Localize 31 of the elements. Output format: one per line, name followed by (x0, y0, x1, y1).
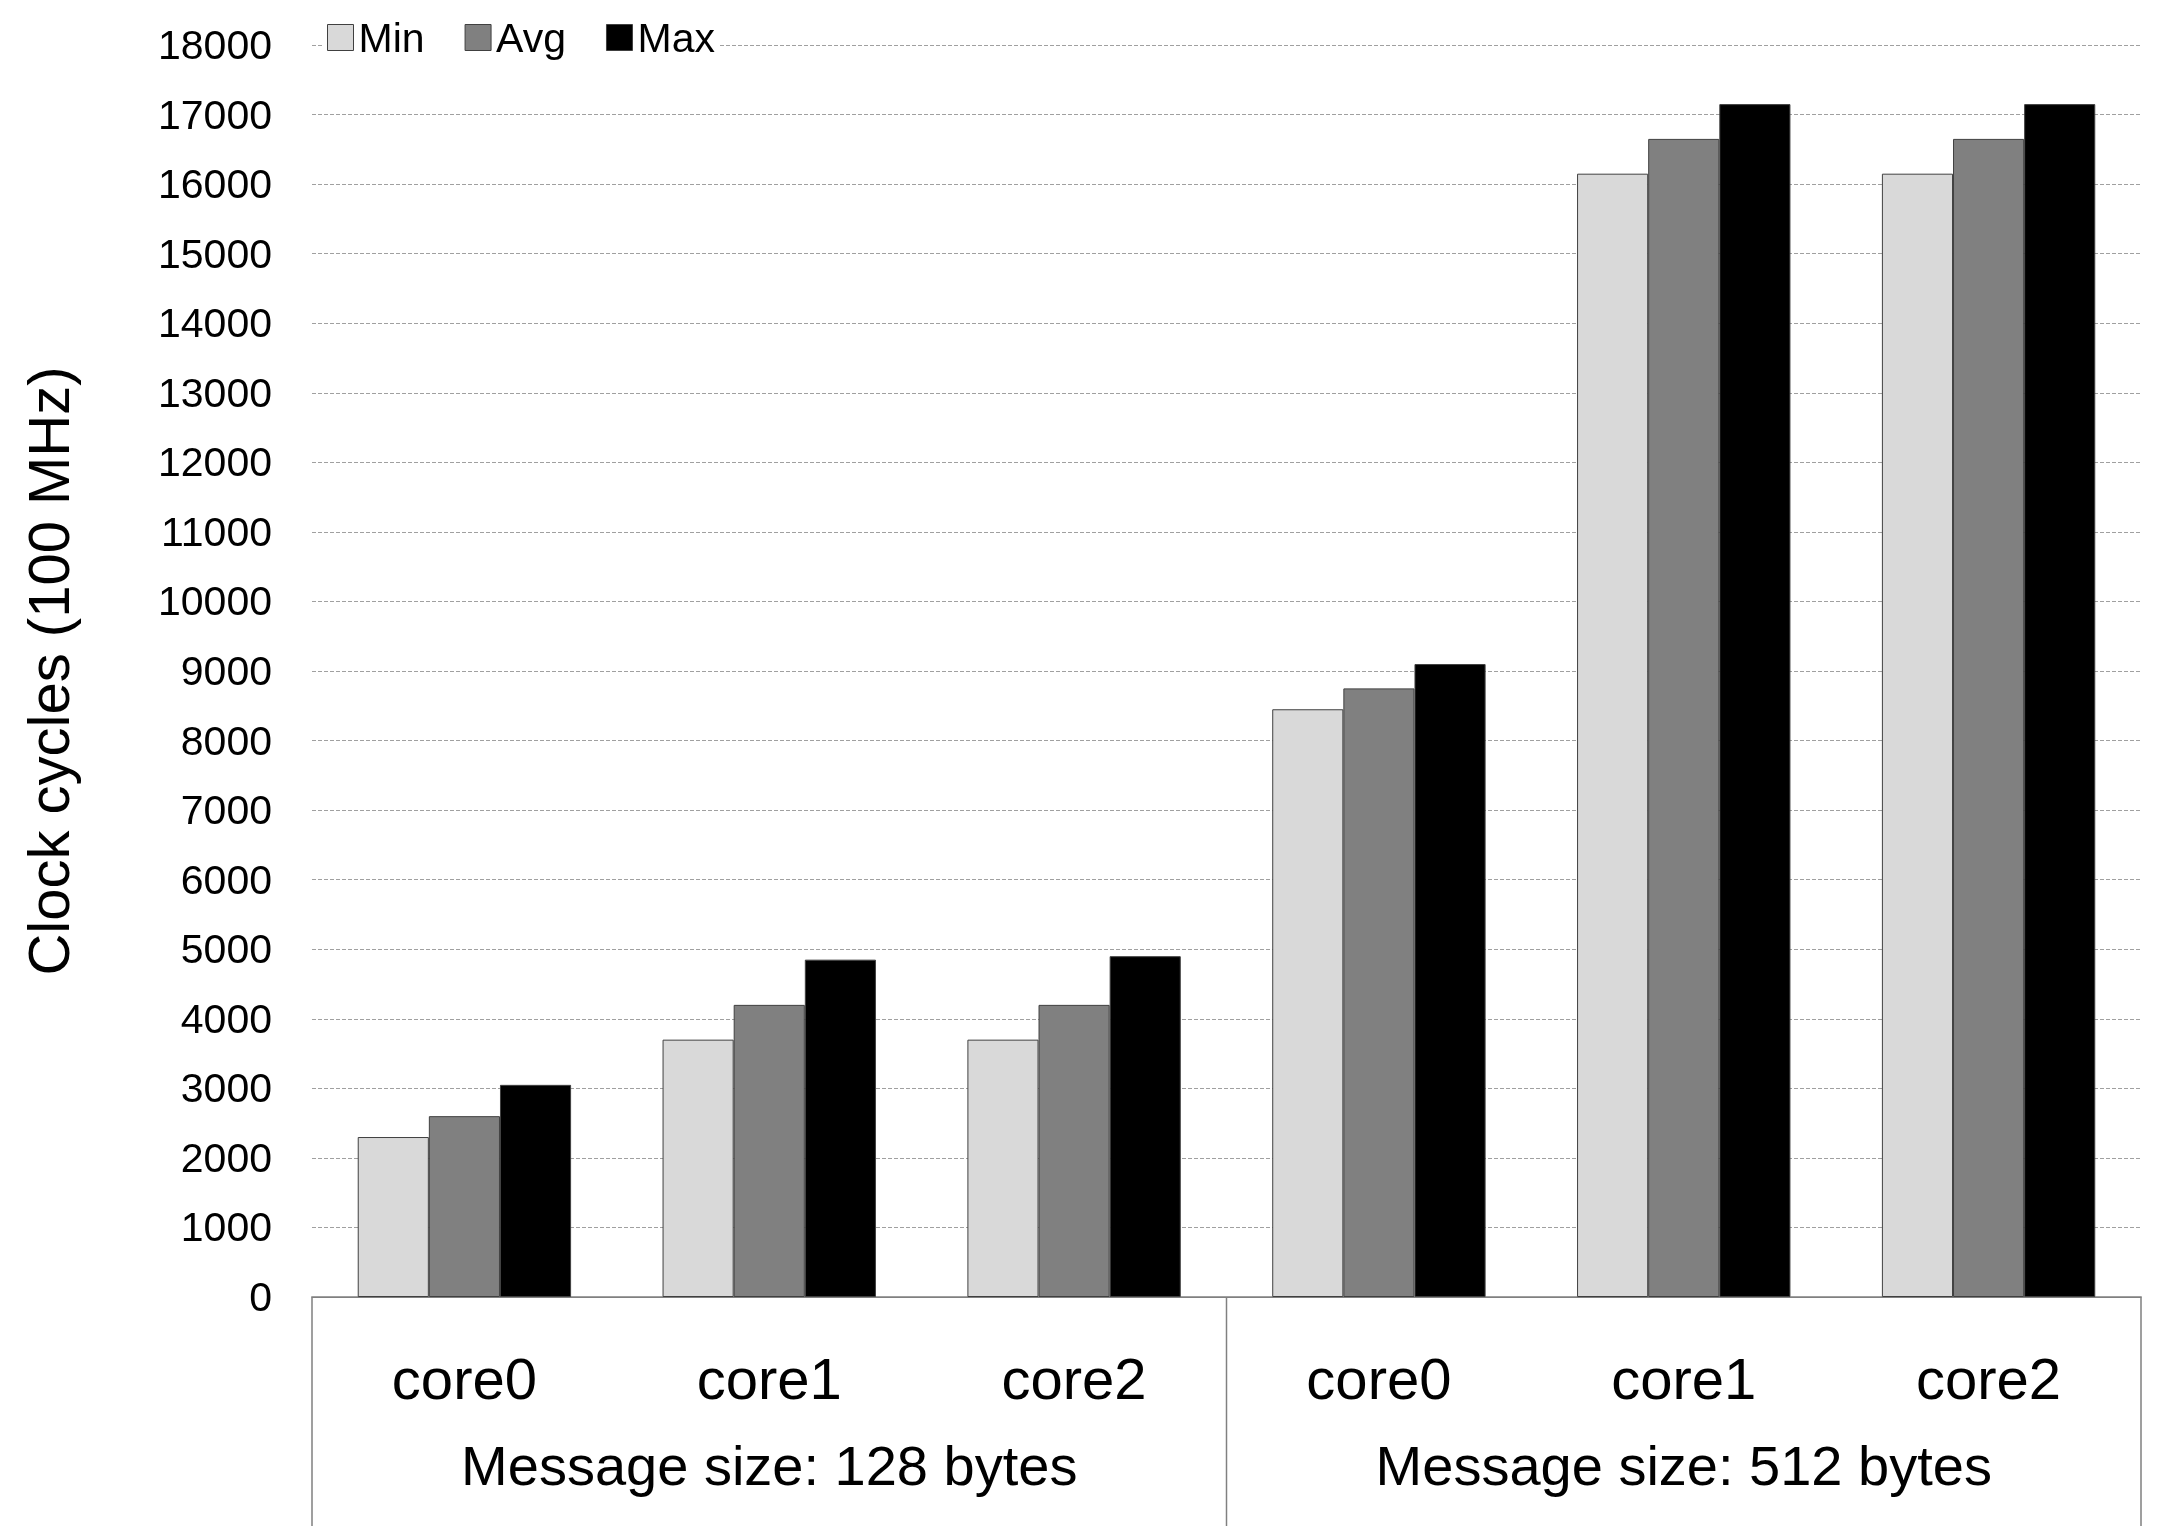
y-tick-label: 15000 (157, 230, 272, 277)
legend-label: Max (637, 14, 716, 61)
text: Message size: 512 bytes (1375, 1433, 1992, 1497)
x-tick-label: core2 (1001, 1345, 1147, 1411)
y-tick-label: 1000 (180, 1204, 272, 1251)
y-tick-label: 18000 (157, 22, 272, 68)
x-tick-label: core2 (1916, 1345, 2062, 1411)
y-tick-label: 14000 (157, 300, 272, 347)
y-tick-label: 5000 (180, 926, 272, 973)
y-tick-label: 13000 (157, 369, 272, 416)
legend-label: Avg (496, 14, 566, 61)
x-tick-label: core0 (1306, 1345, 1452, 1411)
y-tick-label: 7000 (180, 787, 272, 834)
y-tick-label: 10000 (157, 578, 272, 625)
y-tick-label: 4000 (180, 995, 272, 1042)
y-tick-label: 17000 (157, 91, 272, 138)
y-tick-label: 9000 (180, 648, 272, 694)
y-tick-label: 6000 (180, 856, 272, 903)
y-tick-label: 11000 (161, 508, 272, 555)
x-tick-label: core1 (1611, 1345, 1757, 1411)
y-axis-title: Clock cycles (100 MHz) (15, 366, 81, 976)
y-tick-label: 3000 (180, 1065, 272, 1112)
y-tick-label: 8000 (180, 717, 272, 764)
x-tick-label: core0 (391, 1345, 537, 1411)
text: Message size: 128 bytes (461, 1433, 1078, 1497)
y-tick-label: 12000 (157, 439, 272, 486)
legend-label: Min (358, 14, 425, 61)
y-tick-label: 16000 (157, 161, 272, 208)
x-tick-label: core1 (696, 1345, 842, 1411)
y-tick-label: 2000 (180, 1134, 272, 1181)
y-tick-label: 0 (249, 1274, 272, 1320)
